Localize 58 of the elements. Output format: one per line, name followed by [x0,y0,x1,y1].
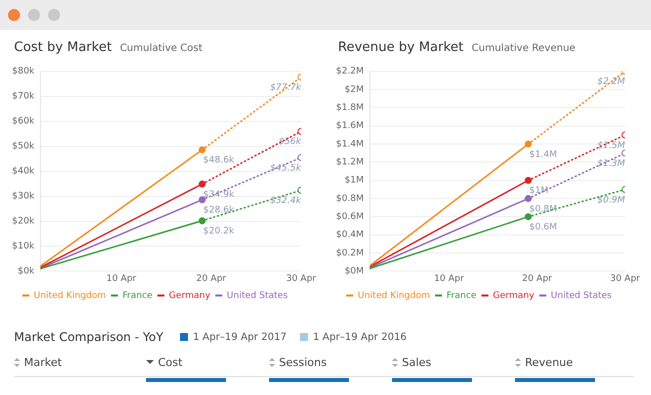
category-label: Sales [401,356,432,369]
y-tick-label: $2.2M [336,66,364,77]
x-tick-label: 30 Apr [286,274,316,284]
y-tick-label: $1M [344,176,364,186]
y-tick-label: $80k [12,66,36,77]
y-tick-label: $70k [12,92,36,102]
y-tick-label: $2M [344,84,364,95]
legend-label: United States [226,290,288,301]
data-label: $28.6k [203,206,235,216]
y-tick-label: $20k [12,216,36,227]
data-label: $0.9M [597,195,626,206]
y-tick-label: $60k [12,116,36,127]
legend-label: United Kingdom [34,290,106,301]
y-tick-label: $0.4M [336,230,364,240]
category-label: Market [23,356,62,369]
y-tick-label: $40k [12,166,36,177]
y-tick-label: $0.8M [336,194,364,204]
text: 1 Apr–19 Apr 2017 [192,332,287,343]
category-label: Cost [157,356,182,369]
y-tick-label: $1.2M [336,158,364,168]
y-tick-label: $10k [12,242,36,252]
chart-subtitle: Cumulative Cost [120,43,202,54]
legend-label: United Kingdom [358,290,430,301]
y-tick-label: $1.6M [336,121,364,132]
data-label: $1.4M [529,150,558,160]
data-label: $20.2k [203,226,235,237]
legend-label: Germany [168,290,211,301]
y-tick-label: $0.2M [336,248,364,258]
y-tick-label: $30k [12,192,36,202]
y-tick-label: $1.4M [336,139,364,150]
data-label: $56k [278,137,302,148]
text: Market Comparison - YoY [14,330,164,344]
y-tick-label: $1.8M [336,103,364,114]
y-tick-label: $50k [12,142,36,152]
data-label: $0.6M [529,222,558,233]
text: 1 Apr–19 Apr 2016 [312,332,407,343]
category-label: Revenue [524,356,573,369]
chart-title: Revenue by Market [338,40,464,55]
y-tick-label: $0M [344,266,364,277]
chart-title: Cost by Market [14,40,112,55]
x-tick-label: 10 Apr [434,274,464,284]
x-tick-label: 20 Apr [522,274,552,284]
x-tick-label: 20 Apr [196,274,226,284]
data-label: $0.8M [529,204,558,214]
data-label: $45.5k [270,163,302,174]
legend-label: France [446,290,477,301]
chart-subtitle: Cumulative Revenue [472,43,576,54]
x-tick-label: 10 Apr [106,274,137,284]
category-label: Sessions [278,356,327,369]
y-tick-label: $0k [18,266,36,277]
data-label: $32.4k [270,196,302,206]
x-tick-label: 30 Apr [610,274,640,284]
legend-label: United States [550,290,612,301]
legend-label: France [122,290,153,301]
y-tick-label: $0.6M [336,212,364,222]
data-label: $48.6k [203,156,235,166]
data-label: $77.7k [270,82,302,93]
legend-label: Germany [492,290,535,301]
